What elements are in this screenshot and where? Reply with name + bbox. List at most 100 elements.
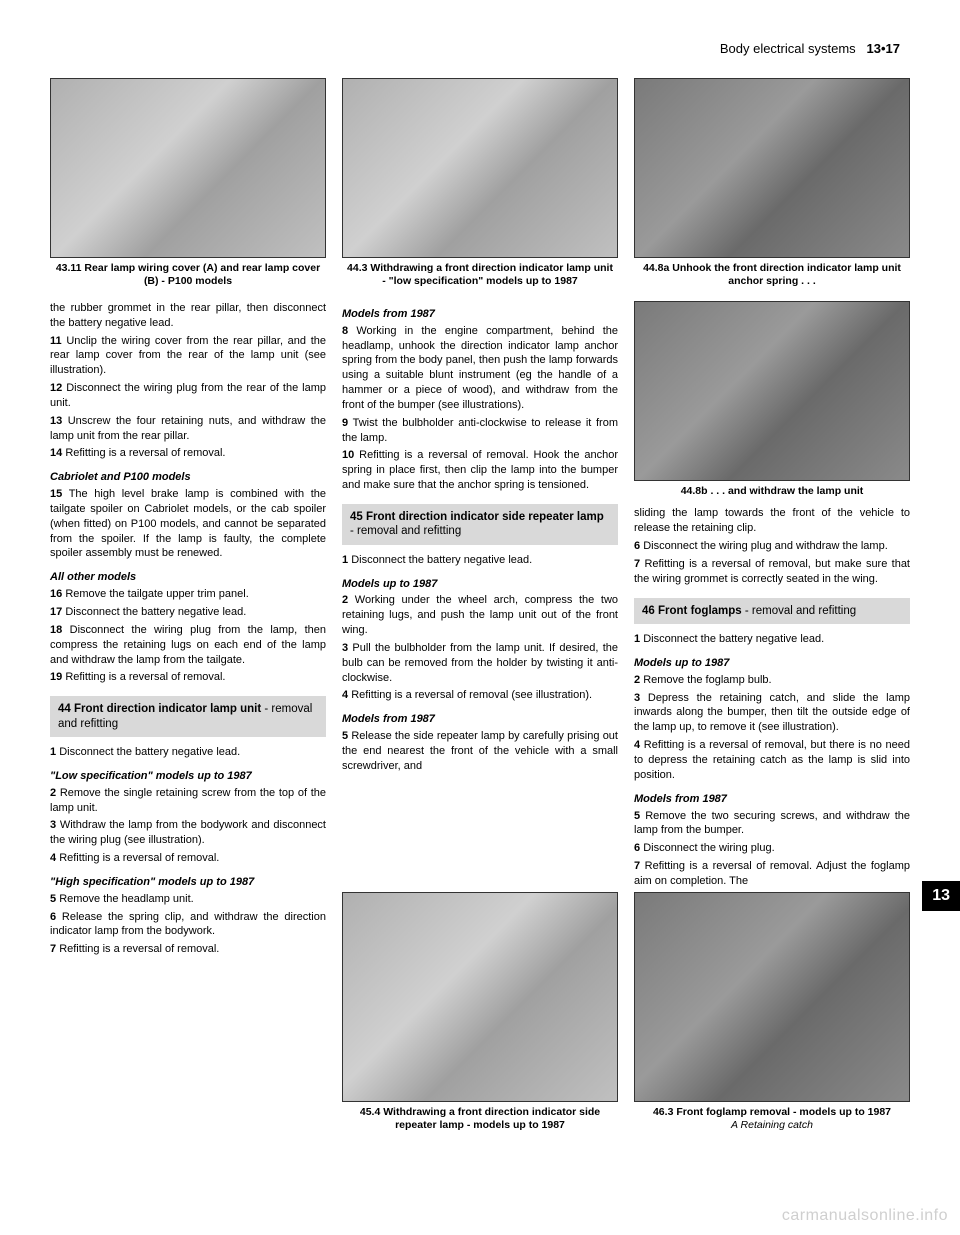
c2-p3-num: 10	[342, 449, 354, 461]
c3-p6-text: Depress the retaining catch, and slide t…	[634, 692, 910, 734]
c3-p9-text: Disconnect the wiring plug.	[643, 842, 774, 854]
c2-p5-num: 2	[342, 594, 348, 606]
top-figure-row: 43.11 Rear lamp wiring cover (A) and rea…	[50, 78, 910, 289]
c1-p9: 18 Disconnect the wiring plug from the l…	[50, 623, 326, 668]
c2-p3: 10 Refitting is a reversal of removal. H…	[342, 448, 618, 493]
c1-p10: 19 Refitting is a reversal of removal.	[50, 670, 326, 685]
header-title: Body electrical systems	[720, 41, 856, 56]
column-1: the rubber grommet in the rear pillar, t…	[50, 301, 326, 1141]
c1-p8: 17 Disconnect the battery negative lead.	[50, 605, 326, 620]
c1-sub3: "Low specification" models up to 1987	[50, 769, 326, 784]
c1-p9-text: Disconnect the wiring plug from the lamp…	[50, 624, 326, 666]
c1-p4-text: Unscrew the four retaining nuts, and wit…	[50, 415, 326, 442]
header-pageref: 13•17	[867, 41, 900, 56]
c1-p11-num: 1	[50, 746, 56, 758]
c1-p15-text: Remove the headlamp unit.	[59, 893, 194, 905]
figure-46-3-caption-sub: A Retaining catch	[653, 1119, 891, 1133]
section-45-title: Front direction indicator side repeater …	[366, 511, 604, 523]
c2-p5-text: Working under the wheel arch, compress t…	[342, 594, 618, 636]
figure-44-8b-caption: 44.8b . . . and withdraw the lamp unit	[677, 485, 868, 499]
c1-p16-num: 6	[50, 911, 56, 923]
c1-p10-text: Refitting is a reversal of removal.	[65, 671, 225, 683]
c1-p14: 4 Refitting is a reversal of removal.	[50, 851, 326, 866]
c3-sub2: Models from 1987	[634, 792, 910, 807]
c3-p1: sliding the lamp towards the front of th…	[634, 506, 910, 536]
section-44-heading: 44 Front direction indicator lamp unit -…	[50, 696, 326, 737]
section-46-rest: - removal and refitting	[742, 605, 856, 617]
c2-p6: 3 Pull the bulbholder from the lamp unit…	[342, 641, 618, 686]
c2-p5: 2 Working under the wheel arch, compress…	[342, 593, 618, 638]
figure-44-3-caption: 44.3 Withdrawing a front direction indic…	[342, 262, 618, 289]
c1-p5-num: 14	[50, 447, 62, 459]
section-44-title: Front direction indicator lamp unit	[74, 703, 261, 715]
c2-p1-num: 8	[342, 325, 348, 337]
c1-p2: 11 Unclip the wiring cover from the rear…	[50, 334, 326, 379]
c1-p14-num: 4	[50, 852, 56, 864]
c2-p7-num: 4	[342, 689, 348, 701]
c1-p6-num: 15	[50, 488, 62, 500]
c1-p14-text: Refitting is a reversal of removal.	[59, 852, 219, 864]
c3-p4-text: Disconnect the battery negative lead.	[643, 633, 824, 645]
figure-46-3: 46.3 Front foglamp removal - models up t…	[634, 892, 910, 1133]
page-header: Body electrical systems 13•17	[50, 40, 910, 58]
c1-p2-num: 11	[50, 335, 62, 347]
c1-p17-text: Refitting is a reversal of removal.	[59, 943, 219, 955]
column-2: Models from 1987 8 Working in the engine…	[342, 301, 618, 1141]
c2-p8-text: Release the side repeater lamp by carefu…	[342, 730, 618, 772]
figure-44-8b-image	[634, 301, 910, 481]
figure-46-3-image	[634, 892, 910, 1102]
c1-sub1: Cabriolet and P100 models	[50, 470, 326, 485]
figure-44-3: 44.3 Withdrawing a front direction indic…	[342, 78, 618, 289]
c1-p10-num: 19	[50, 671, 62, 683]
c1-p12-num: 2	[50, 787, 56, 799]
c1-p12: 2 Remove the single retaining screw from…	[50, 786, 326, 816]
c2-p7: 4 Refitting is a reversal of removal (se…	[342, 688, 618, 703]
c1-p4: 13 Unscrew the four retaining nuts, and …	[50, 414, 326, 444]
c3-p7: 4 Refitting is a reversal of removal, bu…	[634, 738, 910, 783]
figure-46-3-caption-main: 46.3 Front foglamp removal - models up t…	[653, 1106, 891, 1118]
figure-43-11: 43.11 Rear lamp wiring cover (A) and rea…	[50, 78, 326, 289]
c2-p2-text: Twist the bulbholder anti-clockwise to r…	[342, 417, 618, 444]
c1-p12-text: Remove the single retaining screw from t…	[50, 787, 326, 814]
c1-p4-num: 13	[50, 415, 62, 427]
c1-p3-num: 12	[50, 382, 62, 394]
c2-sub1: Models from 1987	[342, 307, 618, 322]
c2-p4-num: 1	[342, 554, 348, 566]
c3-p5-num: 2	[634, 674, 640, 686]
c1-p8-num: 17	[50, 606, 62, 618]
c2-p6-num: 3	[342, 642, 348, 654]
c1-p7: 16 Remove the tailgate upper trim panel.	[50, 587, 326, 602]
c3-p8: 5 Remove the two securing screws, and wi…	[634, 809, 910, 839]
c1-p11-text: Disconnect the battery negative lead.	[59, 746, 240, 758]
c1-sub2: All other models	[50, 570, 326, 585]
c1-p11: 1 Disconnect the battery negative lead.	[50, 745, 326, 760]
column-3: 44.8b . . . and withdraw the lamp unit s…	[634, 301, 910, 1141]
c1-p6-text: The high level brake lamp is combined wi…	[50, 488, 326, 559]
c3-p5: 2 Remove the foglamp bulb.	[634, 673, 910, 688]
figure-44-8b: 44.8b . . . and withdraw the lamp unit	[634, 301, 910, 499]
figure-44-3-image	[342, 78, 618, 258]
c1-p15-num: 5	[50, 893, 56, 905]
c2-sub3: Models from 1987	[342, 712, 618, 727]
chapter-tab: 13	[922, 881, 960, 911]
c3-p2: 6 Disconnect the wiring plug and withdra…	[634, 539, 910, 554]
c3-sub1: Models up to 1987	[634, 656, 910, 671]
c3-p4-num: 1	[634, 633, 640, 645]
c1-sub4: "High specification" models up to 1987	[50, 875, 326, 890]
c2-p1: 8 Working in the engine compartment, beh…	[342, 324, 618, 413]
c1-p3: 12 Disconnect the wiring plug from the r…	[50, 381, 326, 411]
section-46-heading: 46 Front foglamps - removal and refittin…	[634, 598, 910, 624]
figure-43-11-image	[50, 78, 326, 258]
c3-p9: 6 Disconnect the wiring plug.	[634, 841, 910, 856]
c3-p3-text: Refitting is a reversal of removal, but …	[634, 558, 910, 585]
c1-p13-num: 3	[50, 819, 56, 831]
figure-45-4: 45.4 Withdrawing a front direction indic…	[342, 892, 618, 1133]
text-columns: the rubber grommet in the rear pillar, t…	[50, 301, 910, 1141]
c2-p2: 9 Twist the bulbholder anti-clockwise to…	[342, 416, 618, 446]
c1-p17-num: 7	[50, 943, 56, 955]
c3-p7-text: Refitting is a reversal of removal, but …	[634, 739, 910, 781]
section-45-rest: - removal and refitting	[350, 525, 461, 537]
figure-44-8a-image	[634, 78, 910, 258]
c3-p7-num: 4	[634, 739, 640, 751]
c3-p4: 1 Disconnect the battery negative lead.	[634, 632, 910, 647]
